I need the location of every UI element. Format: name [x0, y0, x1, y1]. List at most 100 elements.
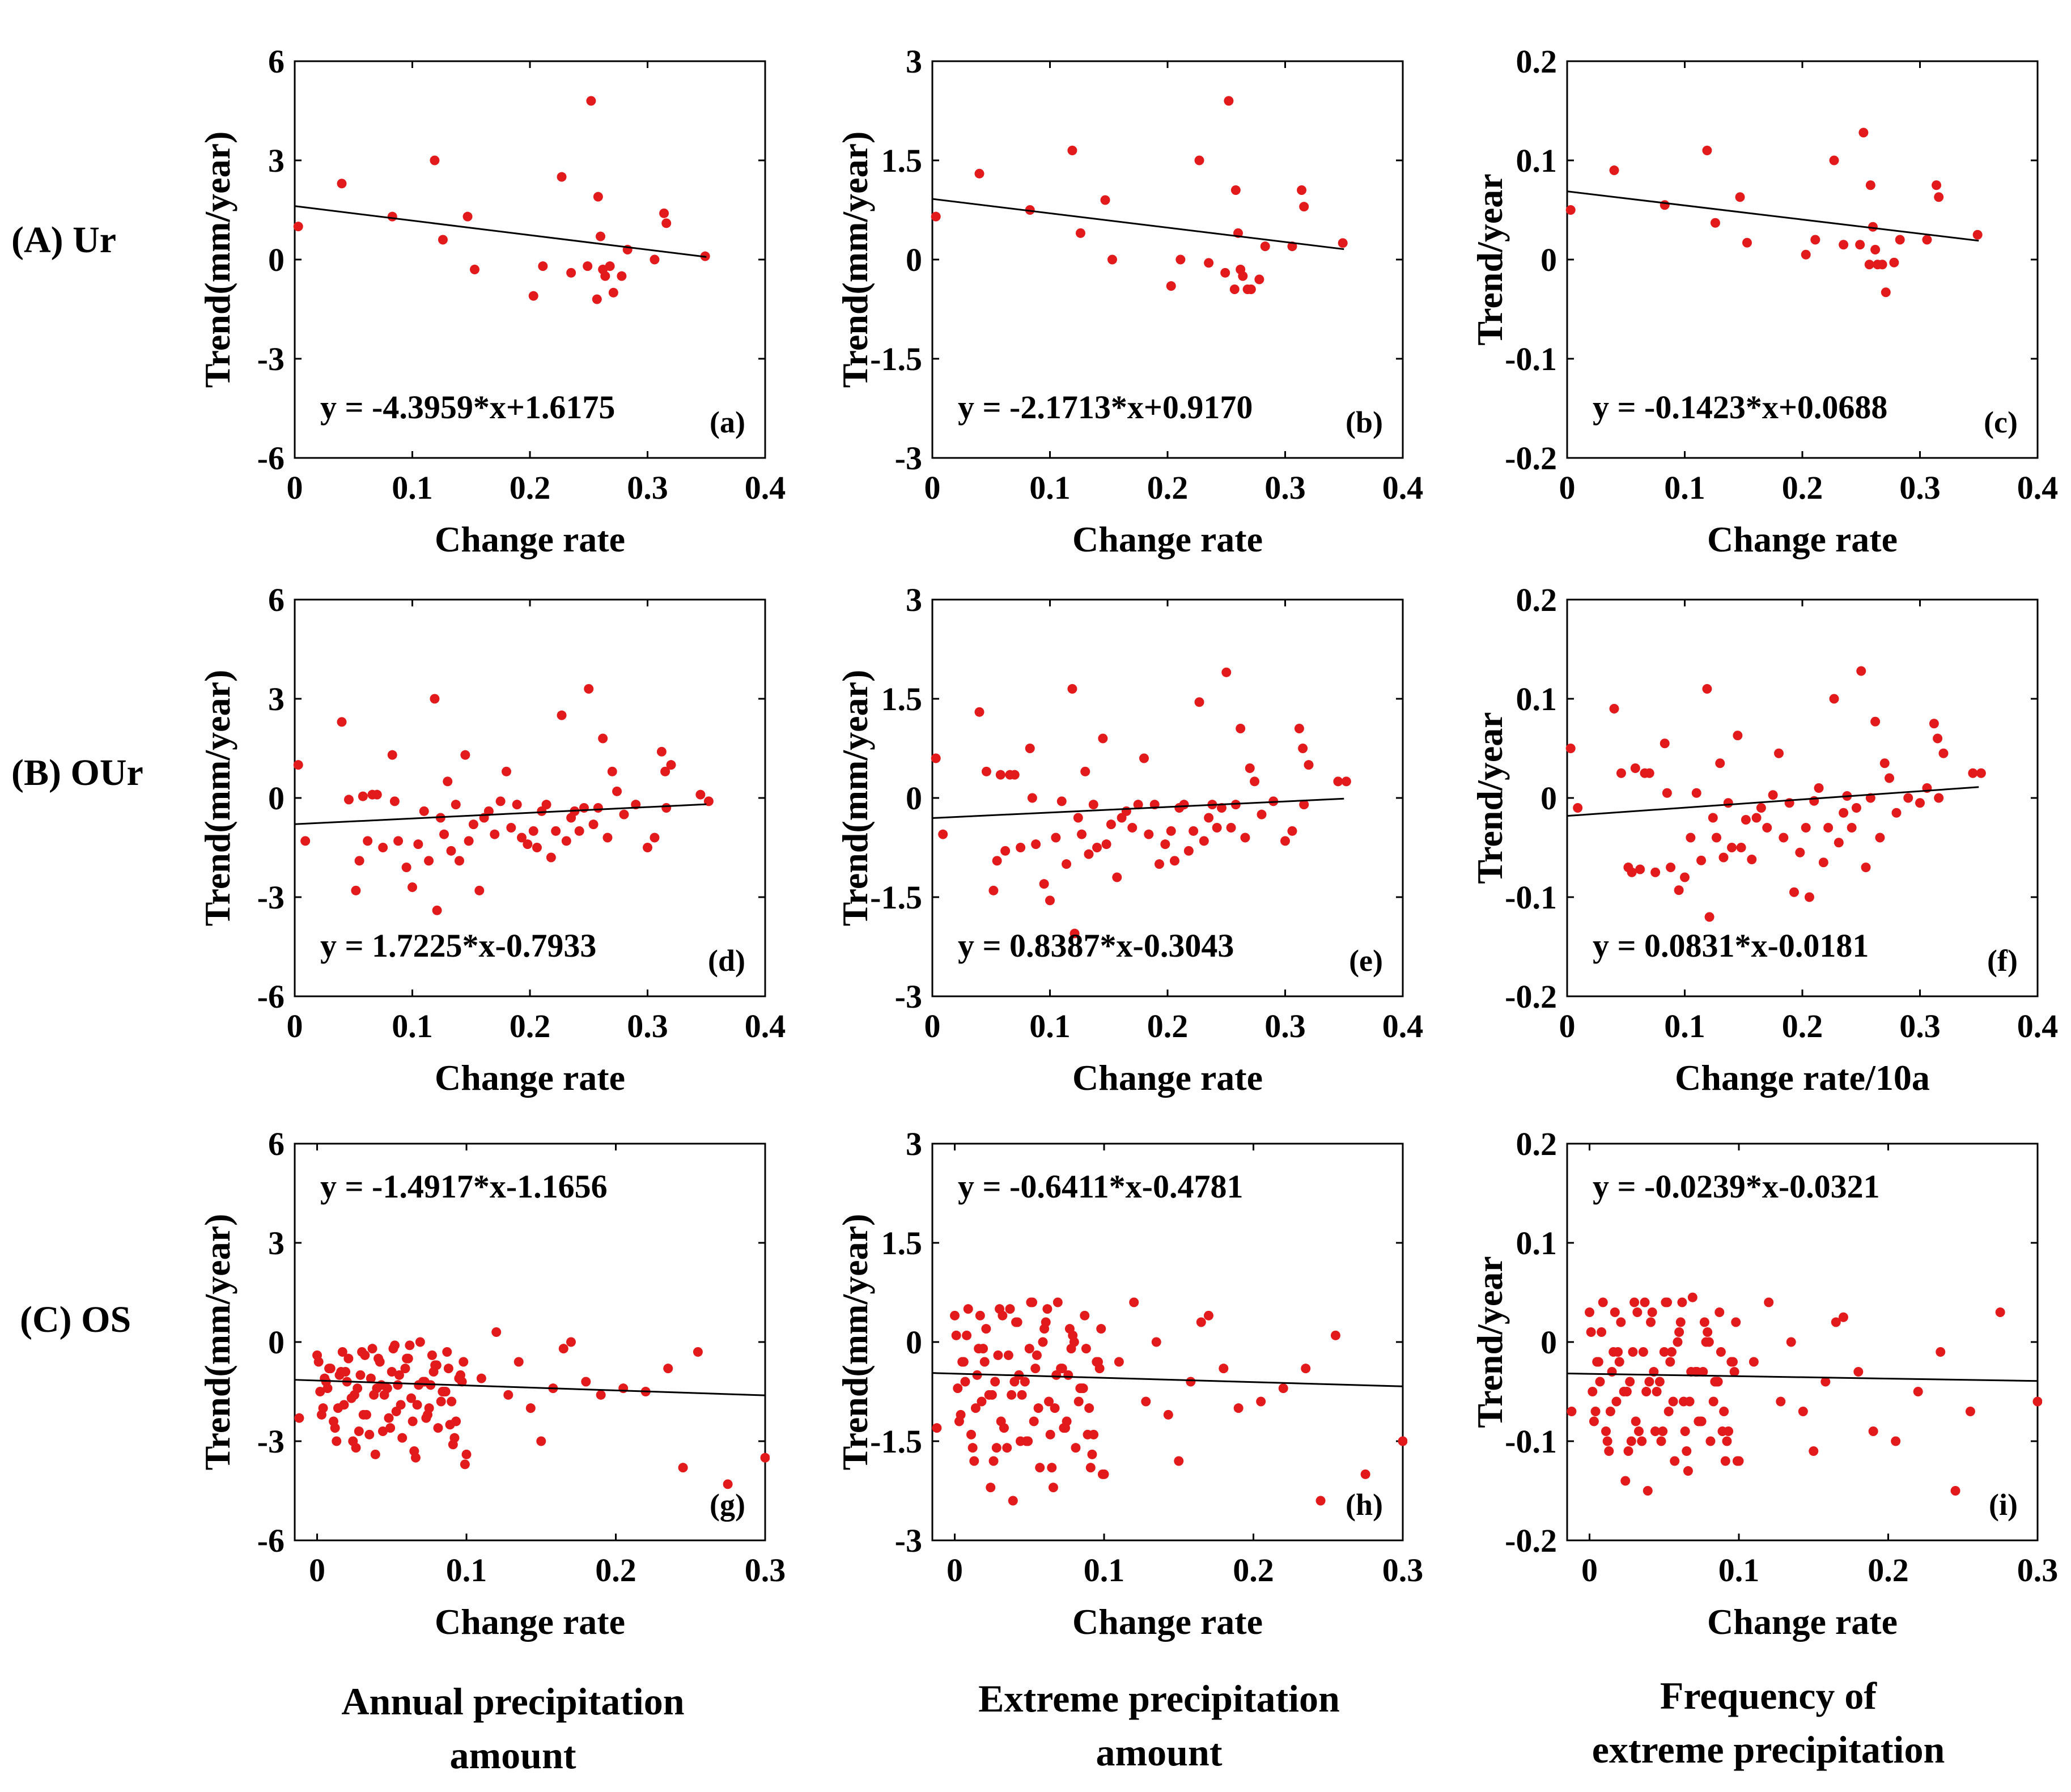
- y-tick-label: -0.1: [1505, 1423, 1557, 1460]
- data-point: [1798, 1407, 1808, 1416]
- data-point: [1861, 863, 1871, 872]
- data-point: [1632, 1307, 1643, 1317]
- y-axis-label: Trend(mm/year): [835, 1214, 875, 1471]
- x-tick-label: 0.4: [1382, 469, 1424, 506]
- data-point: [427, 1350, 437, 1360]
- y-axis-label: Trend(mm/year): [835, 670, 875, 927]
- x-tick-label: 0.2: [1782, 1008, 1823, 1044]
- data-point: [1831, 1317, 1841, 1327]
- column-title-1-line-1: Annual precipitation: [341, 1680, 684, 1723]
- data-point: [1005, 1304, 1015, 1314]
- data-point: [1101, 839, 1111, 850]
- panel-a: 0 0.1 0.2 0.3 0.4 -6 -3 0 3 6 Change rate Trend(mm/…: [197, 43, 786, 559]
- data-point: [1950, 1486, 1960, 1496]
- data-point: [1299, 202, 1309, 212]
- data-point: [1189, 826, 1199, 836]
- y-tick-label: -3: [257, 879, 285, 916]
- data-point: [430, 694, 440, 704]
- y-tick-label: -1.5: [870, 341, 922, 377]
- data-point: [579, 803, 589, 813]
- data-point: [1666, 1347, 1677, 1357]
- data-point: [474, 885, 485, 895]
- x-tick-label: 0: [1559, 1008, 1576, 1044]
- data-point: [443, 776, 453, 787]
- data-point: [1041, 1317, 1051, 1327]
- data-point: [546, 852, 556, 863]
- data-point: [1009, 1377, 1020, 1387]
- data-point: [372, 1383, 382, 1394]
- x-tick-label: 0.1: [1029, 1008, 1071, 1044]
- data-point: [1834, 838, 1844, 848]
- data-point: [315, 1387, 325, 1396]
- y-tick-label: -0.1: [1505, 879, 1557, 916]
- data-point: [1625, 1377, 1635, 1387]
- data-point: [1087, 1449, 1097, 1459]
- data-point: [459, 1357, 469, 1367]
- points-h: [932, 1297, 1407, 1506]
- data-point: [1096, 1324, 1106, 1334]
- x-axis-label: Change rate: [1072, 1058, 1263, 1098]
- panel-label: (e): [1349, 944, 1383, 978]
- data-point: [1660, 200, 1670, 210]
- data-point: [566, 267, 576, 278]
- x-tick-label: 0.2: [1782, 469, 1823, 506]
- data-point: [1705, 1436, 1716, 1446]
- x-tick-label: 0: [1581, 1552, 1598, 1589]
- data-point: [1853, 1367, 1864, 1377]
- x-tick-label: 0.3: [1264, 1008, 1306, 1044]
- y-axis-label: Trend(mm/year): [197, 131, 237, 388]
- data-point: [650, 254, 660, 265]
- data-point: [293, 760, 303, 770]
- data-point: [432, 905, 442, 915]
- x-tick-label: 0.3: [1899, 1008, 1941, 1044]
- data-point: [557, 710, 567, 720]
- data-point: [1589, 1416, 1599, 1426]
- data-point: [1640, 1297, 1650, 1307]
- panel-label: (f): [1987, 944, 2018, 978]
- data-point: [1075, 228, 1085, 238]
- data-point: [1726, 1357, 1737, 1367]
- data-point: [408, 1416, 418, 1426]
- data-point: [322, 1383, 333, 1394]
- data-point: [1823, 823, 1834, 833]
- data-point: [1114, 1357, 1124, 1367]
- data-point: [608, 287, 618, 298]
- data-point: [1868, 1426, 1878, 1436]
- data-point: [1050, 1403, 1060, 1413]
- data-point: [1646, 1317, 1656, 1327]
- data-point: [1620, 1476, 1631, 1486]
- data-point: [1062, 859, 1072, 869]
- data-point: [1711, 1377, 1721, 1387]
- panel-f: 0 0.1 0.2 0.3 0.4 -0.2 -0.1 0 0.1 0.2 Change rate/…: [1470, 581, 2058, 1098]
- data-point: [1000, 846, 1011, 856]
- data-point: [957, 1357, 967, 1367]
- data-point: [1870, 716, 1881, 727]
- data-point: [1070, 928, 1080, 939]
- data-point: [1024, 1344, 1034, 1354]
- data-point: [1254, 274, 1264, 284]
- data-point: [1965, 1407, 1975, 1416]
- data-point: [1716, 1347, 1726, 1357]
- data-point: [1230, 185, 1241, 195]
- data-point: [367, 1344, 377, 1354]
- data-point: [607, 766, 617, 776]
- data-point: [1684, 1396, 1695, 1407]
- data-point: [1133, 800, 1143, 810]
- data-point: [1174, 1456, 1184, 1466]
- y-axis-label: Trend(mm/year): [197, 670, 237, 927]
- data-point: [439, 1387, 449, 1396]
- data-point: [364, 1429, 375, 1439]
- data-point: [592, 294, 602, 304]
- points-a: [293, 96, 710, 304]
- data-point: [442, 1347, 452, 1357]
- data-point: [1708, 813, 1718, 823]
- data-point: [1051, 833, 1061, 843]
- data-point: [1298, 744, 1308, 753]
- data-point: [378, 843, 388, 852]
- regression-line: [932, 1372, 1403, 1387]
- data-point: [557, 172, 567, 182]
- data-point: [1240, 833, 1250, 843]
- data-point: [1838, 1312, 1848, 1322]
- data-point: [337, 179, 347, 189]
